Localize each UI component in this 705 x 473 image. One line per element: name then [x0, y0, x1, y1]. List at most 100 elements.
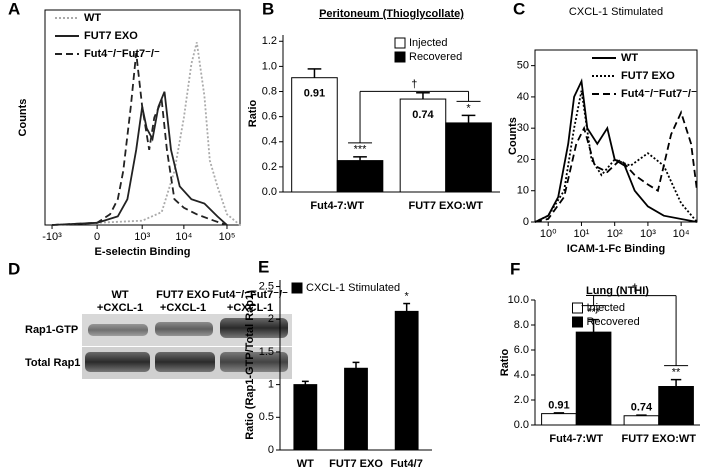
x-tick-label: 10⁵: [219, 231, 236, 243]
y-tick-label: 40: [517, 91, 529, 103]
legend-label: WT: [84, 12, 101, 24]
x-tick-label: Fut4-7:WT: [549, 433, 603, 445]
chart-title: Peritoneum (Thioglycollate): [319, 8, 464, 20]
x-tick-label: FUT7 EXO:WT: [621, 433, 696, 445]
legend-swatch: [572, 316, 583, 328]
panel-letter: D: [8, 259, 20, 278]
blot-band: [155, 352, 215, 372]
x-tick-label: WT: [297, 458, 314, 470]
series-line: [534, 78, 698, 223]
y-tick-label: 0: [523, 216, 529, 228]
series-line: [534, 110, 698, 223]
bar: [291, 77, 338, 193]
bar: [399, 98, 447, 193]
chart-title: CXCL-1 Stimulated: [569, 6, 663, 18]
series-line: [51, 91, 228, 226]
blot-panel: D WT +CXCL-1 FUT7 EXO +CXCL-1 Fut4⁻/⁻Fut…: [8, 259, 292, 379]
y-tick-label: 1.0: [262, 60, 277, 72]
row-label: Total Rap1: [25, 357, 80, 369]
bar: [445, 122, 492, 193]
comparison-label: †: [632, 283, 638, 295]
y-tick-label: 0.8: [262, 85, 277, 97]
data-label: 0.74: [631, 402, 653, 414]
legend-label: Recovered: [587, 316, 640, 328]
x-tick-label: 10³: [134, 231, 150, 243]
x-tick-label: 10⁴: [175, 231, 192, 243]
data-label: 3.08: [665, 396, 686, 408]
y-tick-label: 10: [517, 185, 529, 197]
blot-band: [88, 324, 148, 336]
panel-letter: C: [513, 0, 525, 18]
y-axis-title: Counts: [17, 99, 29, 137]
plot-frame: [534, 49, 698, 223]
bar: [344, 367, 368, 451]
legend-swatch: [572, 302, 583, 314]
y-tick-label: 2.5: [259, 280, 274, 292]
legend-label: Recovered: [409, 51, 462, 63]
y-tick-label: 1: [268, 379, 274, 391]
data-label: 0.91: [548, 400, 569, 412]
bar: [575, 331, 612, 426]
x-tick-label: 10³: [640, 228, 656, 240]
significance: *: [405, 290, 410, 302]
bar: [658, 386, 694, 426]
x-tick-label: 0: [94, 231, 100, 243]
panel-letter: B: [262, 0, 274, 18]
panel-letter: F: [510, 259, 520, 278]
significance: **: [672, 367, 681, 379]
blot-band: [220, 318, 288, 338]
column-header: Fut4⁻/⁻Fut7⁻/⁻: [212, 289, 288, 301]
data-label: 0.91: [304, 88, 325, 100]
plot-frame: [44, 9, 241, 226]
y-tick-label: 30: [517, 122, 529, 134]
column-header: FUT7 EXO: [156, 289, 210, 301]
chart-title: Lung (NTHI): [586, 285, 649, 297]
y-tick-label: 4.0: [514, 369, 529, 381]
legend-swatch: [394, 51, 406, 63]
x-axis-title: E-selectin Binding: [95, 246, 191, 258]
y-tick-label: 0: [268, 444, 274, 456]
blot-band: [220, 352, 288, 372]
panel-letter: A: [8, 0, 20, 18]
x-tick-label: -10³: [42, 231, 62, 243]
significance: ***: [354, 144, 368, 156]
data-label: 0.74: [412, 109, 434, 121]
y-tick-label: 0.0: [514, 419, 529, 431]
y-tick-label: 10.0: [508, 294, 529, 306]
y-tick-label: 0.5: [259, 411, 274, 423]
data-label: 0.25: [349, 171, 370, 183]
x-axis-title: ICAM-1-Fc Binding: [567, 243, 665, 255]
y-axis-title: Ratio (Rap1-GTP/Total Rap1): [244, 290, 256, 440]
blot-band: [155, 322, 213, 336]
y-tick-label: 6.0: [514, 344, 529, 356]
y-tick-label: 2.0: [514, 394, 529, 406]
bar: [293, 384, 318, 451]
y-tick-label: 20: [517, 153, 529, 165]
column-header: +CXCL-1: [227, 302, 273, 314]
y-tick-label: 50: [517, 60, 529, 72]
row-label: Rap1-GTP: [25, 324, 78, 336]
series-line: [51, 42, 241, 226]
column-header: WT: [111, 289, 128, 301]
significance: *: [466, 102, 471, 114]
y-tick-label: 1.5: [259, 346, 274, 358]
x-tick-label: 10²: [607, 228, 623, 240]
y-tick-label: 2: [268, 313, 274, 325]
series-line: [51, 52, 228, 226]
blot-band: [85, 352, 150, 372]
x-tick-label: Fut4/7: [390, 458, 422, 470]
legend-label: CXCL-1 Stimulated: [306, 282, 400, 294]
y-tick-label: 1.2: [262, 35, 277, 47]
significance: ***: [587, 307, 601, 319]
x-tick-label: 10⁴: [673, 228, 690, 240]
legend-swatch: [394, 37, 406, 49]
bar: [623, 415, 660, 426]
data-label: 7.43: [583, 342, 604, 354]
panel-letter: E: [258, 257, 269, 276]
legend-label: Injected: [409, 37, 448, 49]
legend-label: Injected: [587, 302, 626, 314]
legend-swatch: [291, 282, 303, 294]
column-header: +CXCL-1: [97, 302, 143, 314]
comparison-label: †: [411, 78, 417, 90]
